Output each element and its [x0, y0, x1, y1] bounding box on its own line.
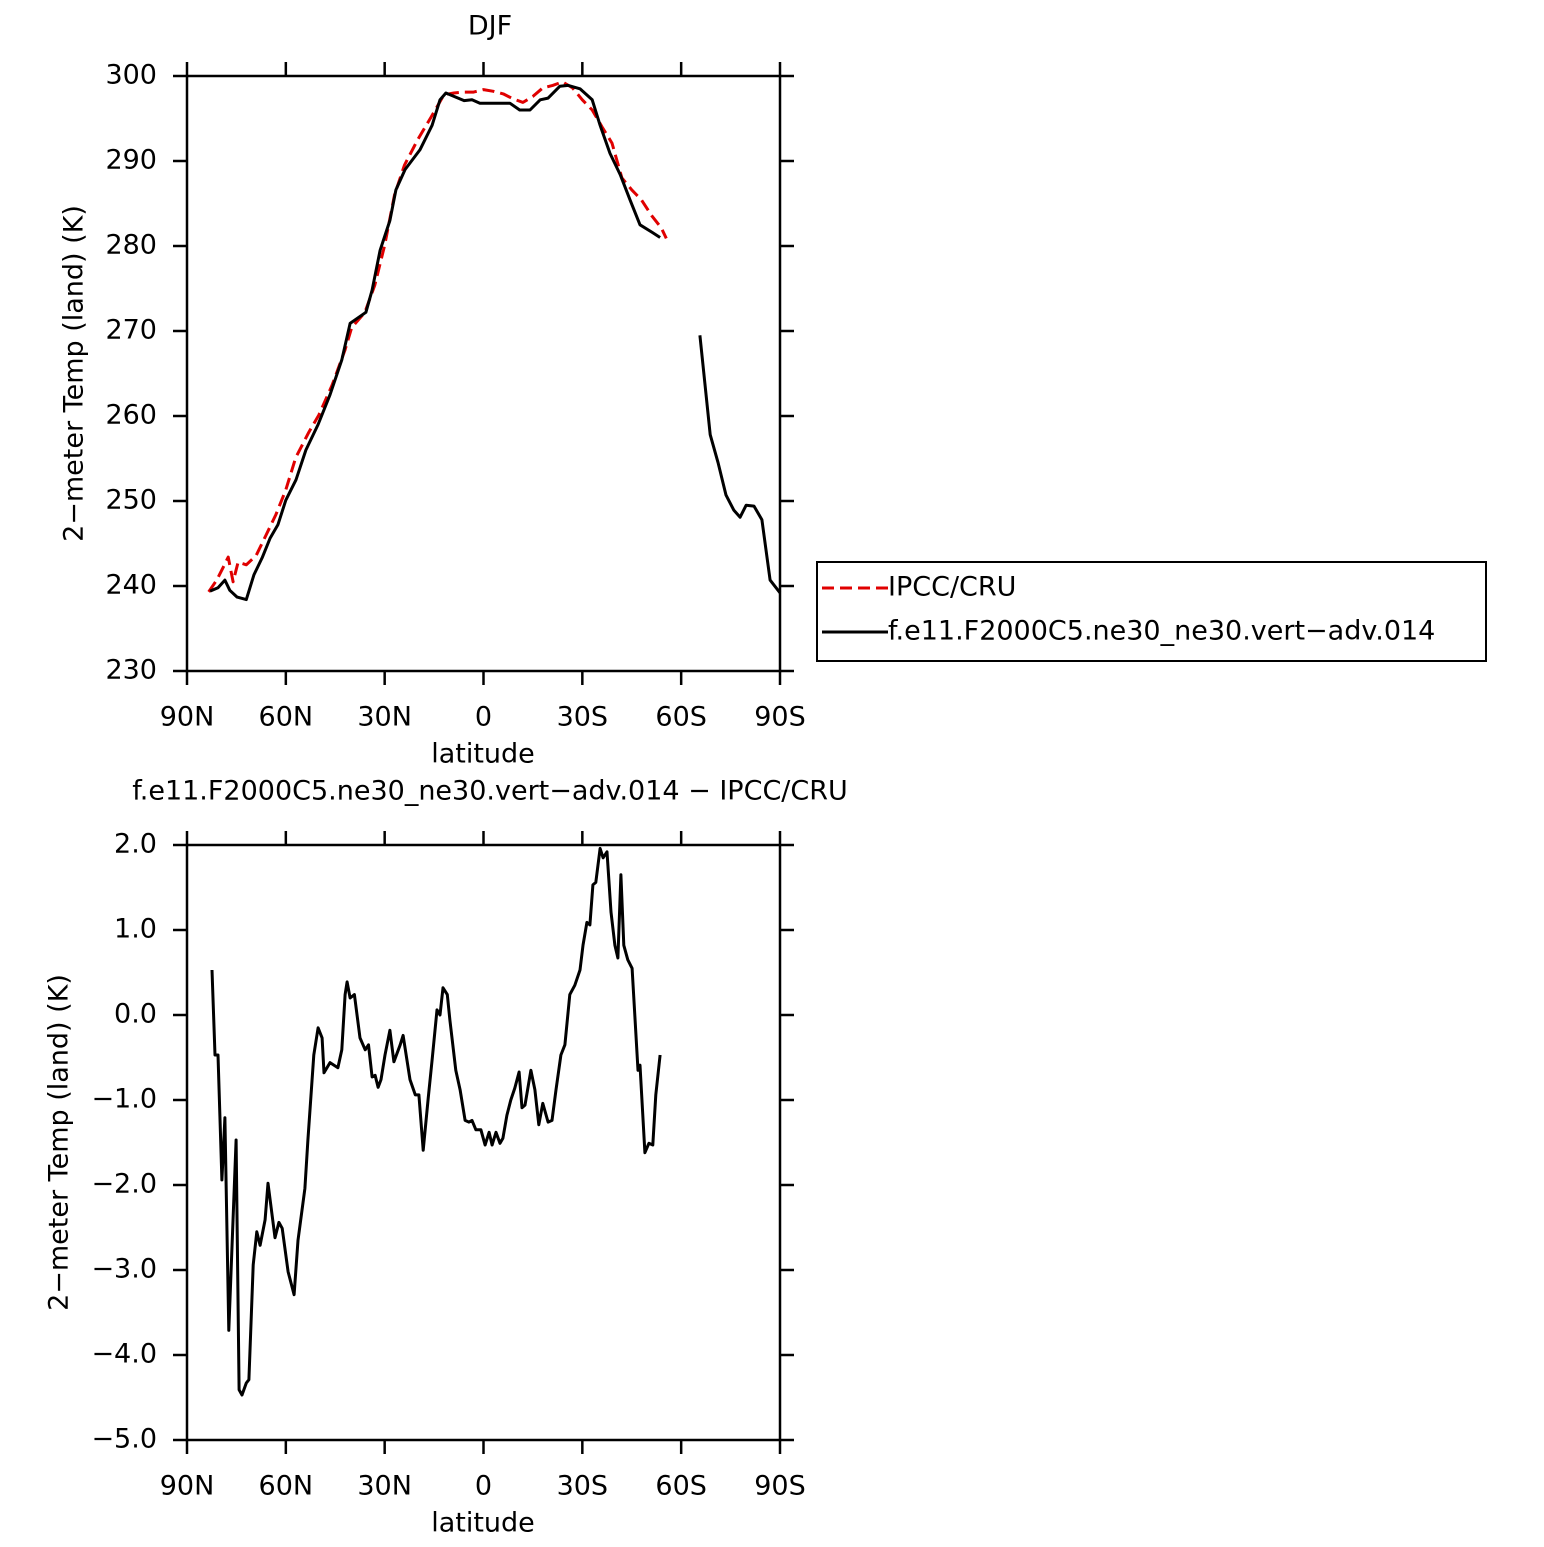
x-tick-label: 90S	[754, 702, 806, 733]
x-tick-label: 30N	[357, 702, 412, 733]
x-tick-label: 0	[475, 1471, 492, 1502]
x-tick-label: 0	[475, 702, 492, 733]
y-tick-label: 300	[105, 60, 157, 91]
plot-frame	[185, 74, 782, 673]
y-axis-label: 2−meter Temp (land) (K)	[44, 974, 75, 1311]
x-tick-label: 90N	[160, 702, 215, 733]
y-tick-label: 290	[105, 145, 157, 176]
x-tick-label: 60N	[259, 702, 314, 733]
data-line	[210, 846, 662, 1397]
chart-title: DJF	[468, 11, 512, 42]
x-axis-label: latitude	[431, 739, 535, 770]
x-tick-label: 90S	[754, 1471, 806, 1502]
y-tick-label: 2.0	[114, 829, 157, 860]
data-line	[207, 80, 668, 593]
legend-label: f.e11.F2000C5.ne30_ne30.vert−adv.014	[888, 616, 1435, 647]
x-tick-label: 90N	[160, 1471, 215, 1502]
y-tick-label: 0.0	[114, 999, 157, 1030]
y-tick-label: 270	[105, 315, 157, 346]
x-tick-label: 30S	[557, 702, 609, 733]
x-tick-label: 30S	[557, 1471, 609, 1502]
data-line	[209, 83, 782, 602]
legend-label: IPCC/CRU	[888, 572, 1016, 603]
y-tick-label: 240	[105, 570, 157, 601]
y-tick-label: 260	[105, 400, 157, 431]
x-tick-label: 60N	[259, 1471, 314, 1502]
chart-title: f.e11.F2000C5.ne30_ne30.vert−adv.014 − I…	[132, 776, 848, 807]
x-tick-label: 30N	[357, 1471, 412, 1502]
legend-box	[816, 561, 1487, 662]
y-tick-label: −3.0	[91, 1254, 157, 1285]
y-tick-label: −4.0	[91, 1339, 157, 1370]
x-tick-label: 60S	[655, 1471, 707, 1502]
y-tick-label: −5.0	[91, 1424, 157, 1455]
y-tick-label: −2.0	[91, 1169, 157, 1200]
y-tick-label: 1.0	[114, 914, 157, 945]
y-tick-label: 230	[105, 655, 157, 686]
y-axis-label: 2−meter Temp (land) (K)	[59, 205, 90, 542]
y-tick-label: 250	[105, 485, 157, 516]
y-tick-label: 280	[105, 230, 157, 261]
y-tick-label: −1.0	[91, 1084, 157, 1115]
x-axis-label: latitude	[431, 1508, 535, 1539]
x-tick-label: 60S	[655, 702, 707, 733]
